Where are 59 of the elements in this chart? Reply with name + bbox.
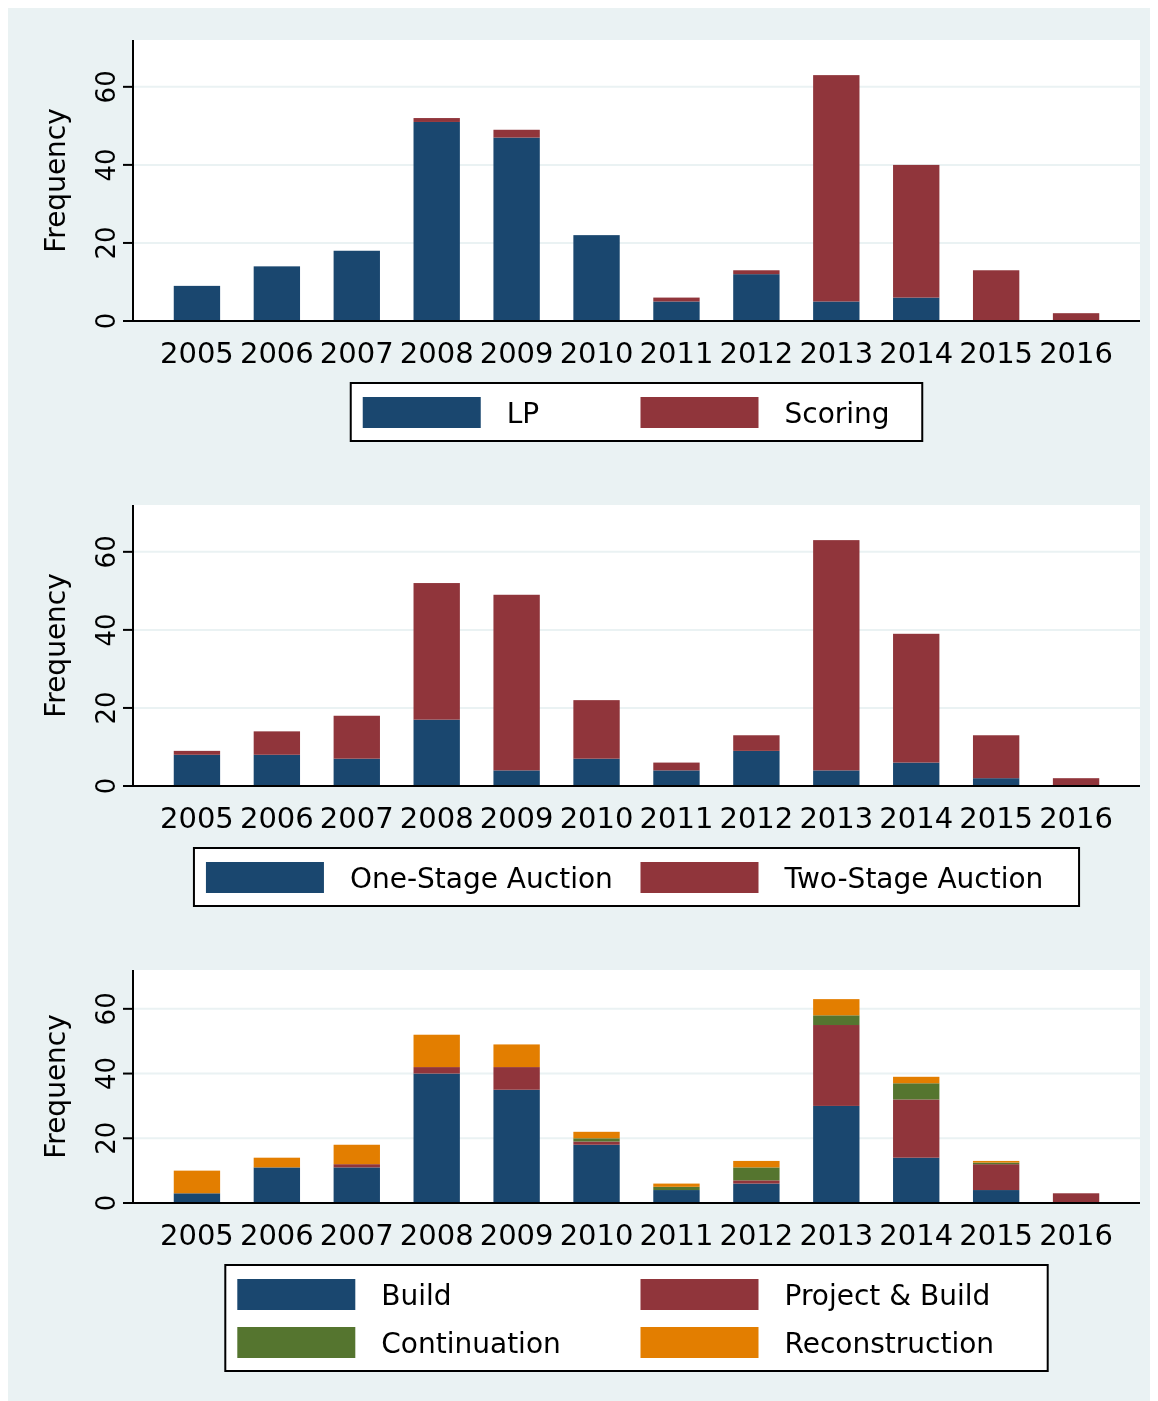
x-tick-label: 2012 [719, 1218, 794, 1252]
legend-label: Reconstruction [784, 1327, 995, 1360]
x-tick-label: 2013 [799, 1218, 874, 1252]
y-axis-title: Frequency [39, 108, 72, 253]
x-tick-label: 2009 [479, 801, 554, 835]
legend-label: One-Stage Auction [349, 862, 613, 895]
y-tick-label: 0 [91, 777, 121, 795]
x-tick-label: 2006 [239, 1218, 314, 1252]
x-tick-label: 2015 [959, 1218, 1034, 1252]
x-tick-label: 2011 [639, 1218, 714, 1252]
y-tick-label: 60 [91, 535, 121, 569]
x-tick-label: 2005 [160, 801, 234, 835]
y-tick-label: 60 [91, 70, 121, 104]
x-tick-label: 2012 [719, 801, 794, 835]
x-tick-label: 2009 [479, 336, 554, 370]
x-tick-label: 2011 [639, 801, 714, 835]
x-tick-label: 2014 [879, 1218, 954, 1252]
x-tick-label: 2010 [559, 801, 634, 835]
x-tick-label: 2011 [639, 336, 714, 370]
y-tick-label: 20 [91, 1121, 121, 1155]
y-tick-label: 0 [91, 312, 121, 330]
y-tick-label: 20 [91, 226, 121, 260]
y-tick-label: 20 [91, 691, 121, 725]
x-tick-label: 2015 [959, 801, 1034, 835]
x-tick-label: 2006 [239, 801, 314, 835]
y-tick-label: 40 [91, 613, 121, 647]
x-tick-label: 2009 [479, 1218, 554, 1252]
x-tick-label: 2015 [959, 336, 1034, 370]
legend-label: LP [506, 397, 540, 430]
legend-label: Two-Stage Auction [783, 862, 1044, 895]
x-tick-label: 2008 [399, 801, 474, 835]
legend-label: Continuation [381, 1327, 561, 1360]
x-tick-label: 2016 [1039, 801, 1113, 835]
legend-label: Build [381, 1279, 452, 1312]
y-axis-title: Frequency [39, 1014, 72, 1159]
y-tick-label: 40 [91, 148, 121, 182]
x-tick-label: 2014 [879, 801, 954, 835]
x-tick-label: 2005 [160, 1218, 234, 1252]
x-tick-label: 2016 [1039, 1218, 1113, 1252]
x-tick-label: 2007 [319, 336, 394, 370]
x-tick-label: 2005 [160, 336, 234, 370]
x-tick-label: 2006 [239, 336, 314, 370]
x-tick-label: 2008 [399, 1218, 474, 1252]
y-tick-label: 0 [91, 1194, 121, 1212]
legend-label: Project & Build [784, 1279, 991, 1312]
x-tick-label: 2013 [799, 801, 874, 835]
x-tick-label: 2012 [719, 336, 794, 370]
x-tick-label: 2014 [879, 336, 954, 370]
x-tick-label: 2008 [399, 336, 474, 370]
x-tick-label: 2010 [559, 1218, 634, 1252]
y-axis-title: Frequency [39, 573, 72, 718]
legend-label: Scoring [784, 397, 890, 430]
x-tick-label: 2010 [559, 336, 634, 370]
y-tick-label: 60 [91, 992, 121, 1026]
y-tick-label: 40 [91, 1057, 121, 1091]
x-tick-label: 2013 [799, 336, 874, 370]
x-tick-label: 2016 [1039, 336, 1113, 370]
x-tick-label: 2007 [319, 1218, 394, 1252]
x-tick-label: 2007 [319, 801, 394, 835]
